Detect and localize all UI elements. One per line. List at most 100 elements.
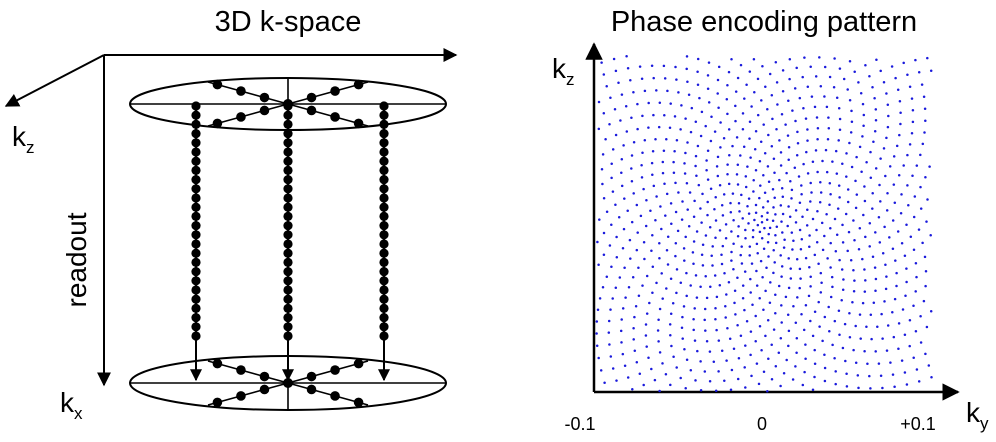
sample-point [781,212,785,216]
sample-point [808,245,811,248]
sample-point [842,278,845,281]
sample-point [693,199,696,203]
sample-point [789,277,793,280]
sample-point [717,65,721,69]
sample-point [735,136,739,139]
sample-point [804,303,808,307]
sample-point [914,261,918,265]
sample-point [744,344,747,347]
sample-point [844,359,847,363]
right-kz-label: kz [552,53,575,89]
sample-point [630,167,633,170]
sample-point [615,235,618,239]
sample-point [770,377,774,381]
sample-point [905,280,908,284]
sample-point [860,170,863,174]
sample-point [648,301,651,305]
sample-point [695,296,699,299]
sample-point [869,387,872,390]
sample-point [829,266,832,269]
sample-point [652,76,655,80]
sample-point [774,60,778,64]
sample-point [821,339,824,343]
sample-point [658,351,662,354]
sample-point [614,286,618,290]
sample-point [631,276,635,279]
readout-sample-dot [283,211,293,221]
sample-point [685,55,689,58]
sample-point [888,165,892,168]
sample-point [798,228,802,232]
sample-point [600,168,604,171]
sample-point [611,297,614,300]
left-panel-title: 3D k-space [215,6,362,38]
tick-label-min: -0.1 [564,414,595,434]
sample-point [726,327,729,330]
sample-point [695,174,698,178]
sample-point [908,143,912,146]
sample-point [806,139,809,142]
sample-point [794,209,798,212]
sample-point [718,284,722,287]
top-plane-sample-dot [306,105,317,116]
kspace-diagram: 3D k-space kz kx readout [4,6,458,423]
sample-point [733,289,737,292]
sample-point [793,166,797,170]
sample-point [738,210,741,213]
sample-point [609,355,613,358]
sample-point [914,58,917,62]
sample-point [626,67,630,70]
sample-point [623,266,626,270]
readout-sample-dot [191,257,201,267]
sample-point [767,255,770,258]
readout-sample-dot [191,147,201,157]
top-plane-sample-dot [259,105,270,116]
sample-point [636,102,639,106]
sample-point [794,221,798,224]
sample-point [669,333,672,337]
bottom-plane-sample-dot [306,384,317,395]
sample-point [685,67,688,71]
sample-point [869,176,873,179]
sample-point [800,313,803,316]
sample-point [818,325,821,328]
sample-point [614,133,618,137]
sample-point [692,215,696,218]
sample-point [858,313,862,316]
sample-point [610,176,613,180]
sample-point [849,131,853,134]
sample-point [893,297,897,301]
sample-point [741,112,745,115]
sample-point [827,127,831,130]
sample-point [816,137,819,141]
sample-point [655,281,658,285]
sample-point [708,350,712,353]
sample-point [737,225,740,228]
sample-point [743,97,746,100]
sample-point [787,344,790,348]
sample-point [821,248,825,252]
sample-point [677,191,680,194]
sample-point [770,94,774,97]
sample-point [829,226,832,230]
sample-point [838,117,842,121]
sample-point [846,249,849,253]
readout-sample-dot [283,267,293,277]
readout-sample-dot [191,193,201,203]
sample-point [813,253,817,257]
sample-point [677,91,680,94]
sample-point [719,146,722,149]
sample-point [725,97,729,101]
sample-point [601,153,605,156]
sample-point [635,203,639,207]
sample-point [639,214,643,218]
sample-point [793,87,797,90]
sample-point [814,75,818,78]
sample-point [620,157,624,161]
sample-point [740,245,743,248]
sample-point [608,244,612,247]
sample-point [852,348,855,352]
sample-point [823,315,827,319]
sample-point [706,213,709,217]
top-plane-sample-dot [353,79,364,90]
